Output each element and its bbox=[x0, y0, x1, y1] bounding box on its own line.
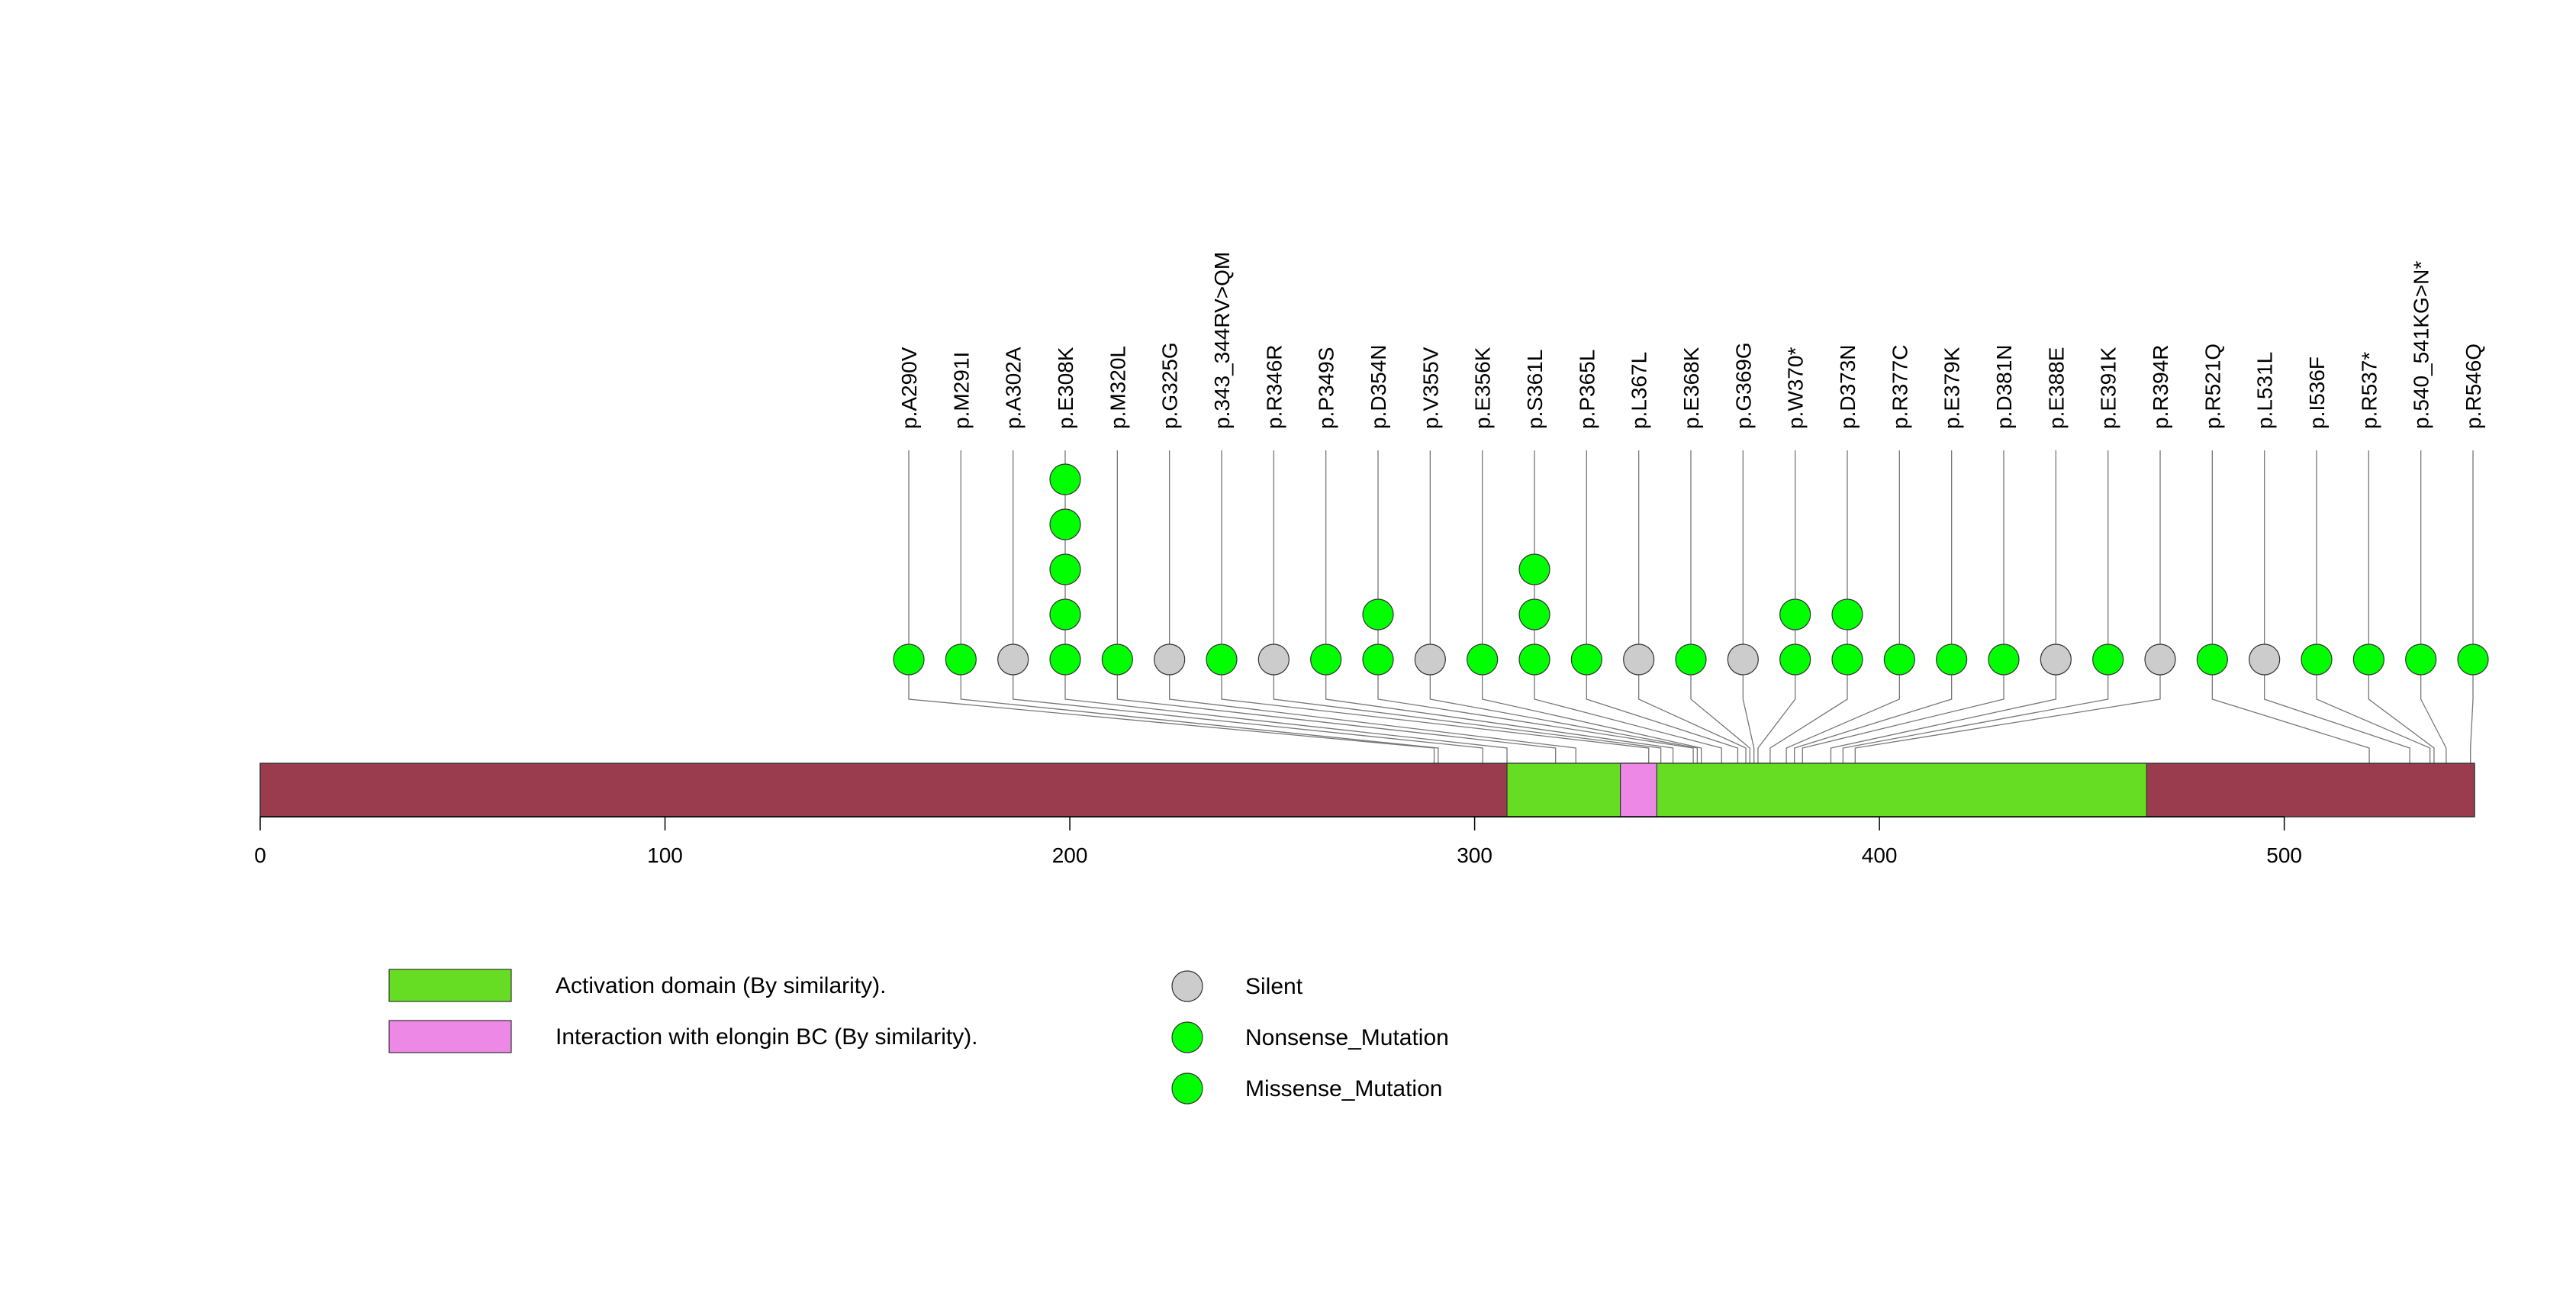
mutation-label-12: p.S361L bbox=[1523, 350, 1547, 429]
mutation-label-7: p.R346R bbox=[1262, 344, 1286, 429]
mutation-point-22-0 bbox=[2040, 643, 2072, 676]
mutation-label-15: p.E368K bbox=[1679, 347, 1703, 429]
mutation-point-28-0 bbox=[2352, 643, 2384, 676]
mutation-point-1-0 bbox=[945, 643, 977, 676]
legend-label-elongin-domain: Interaction with elongin BC (By similari… bbox=[555, 1024, 978, 1050]
mutation-point-29-0 bbox=[2405, 643, 2437, 676]
mutation-label-20: p.E379K bbox=[1940, 347, 1964, 429]
mutation-point-10-0 bbox=[1414, 643, 1446, 676]
mutation-point-19-0 bbox=[1883, 643, 1915, 676]
legend-label-activation-domain: Activation domain (By similarity). bbox=[555, 973, 886, 998]
mutation-label-13: p.P365L bbox=[1575, 350, 1599, 429]
mutation-label-14: p.L367L bbox=[1628, 352, 1651, 429]
mutation-point-20-0 bbox=[1936, 643, 1968, 676]
x-tick-label-3: 300 bbox=[1457, 843, 1492, 867]
mutation-label-26: p.L531L bbox=[2253, 352, 2277, 429]
mutation-point-3-1 bbox=[1049, 598, 1081, 630]
legend-swatch-missense bbox=[1171, 1072, 1203, 1105]
mutation-point-6-0 bbox=[1206, 643, 1238, 676]
mutation-point-17-1 bbox=[1779, 598, 1811, 630]
mutation-point-17-0 bbox=[1779, 643, 1811, 676]
mutation-label-5: p.G325G bbox=[1158, 342, 1182, 429]
mutation-label-28: p.R537* bbox=[2357, 352, 2381, 429]
mutation-point-3-2 bbox=[1049, 553, 1081, 585]
mutation-point-11-0 bbox=[1467, 643, 1499, 676]
mutation-label-6: p.343_344RV>QM bbox=[1210, 252, 1234, 429]
mutation-label-17: p.W370* bbox=[1784, 347, 1808, 429]
x-tick-label-5: 500 bbox=[2266, 843, 2302, 867]
x-tick-label-0: 0 bbox=[254, 843, 266, 867]
legend-swatch-elongin-domain bbox=[388, 1020, 512, 1053]
mutation-label-0: p.A290V bbox=[897, 347, 921, 429]
mutation-label-8: p.P349S bbox=[1315, 347, 1338, 429]
legend-swatch-nonsense bbox=[1171, 1021, 1203, 1053]
mutation-label-16: p.G369G bbox=[1731, 342, 1755, 429]
mutation-point-4-0 bbox=[1101, 643, 1133, 676]
mutation-label-11: p.E356K bbox=[1471, 347, 1495, 429]
mutation-point-12-0 bbox=[1518, 643, 1550, 676]
mutation-point-3-3 bbox=[1049, 508, 1081, 540]
x-tick-label-1: 100 bbox=[647, 843, 683, 867]
legend: Activation domain (By similarity). Inter… bbox=[388, 969, 1449, 1105]
mutation-label-10: p.V355V bbox=[1418, 347, 1442, 429]
mutation-point-5-0 bbox=[1154, 643, 1186, 676]
x-tick-label-4: 400 bbox=[1862, 843, 1898, 867]
mutation-labels: p.A290V p.M291I p.A302A p.E308K p.M320L p.G32… bbox=[897, 252, 2485, 429]
mutation-point-12-2 bbox=[1518, 553, 1550, 585]
mutation-label-18: p.D373N bbox=[1836, 344, 1860, 429]
legend-label-nonsense: Nonsense_Mutation bbox=[1245, 1025, 1449, 1050]
mutation-point-7-0 bbox=[1257, 643, 1290, 676]
mutation-point-14-0 bbox=[1623, 643, 1655, 676]
x-axis: 0 100 200 300 400 500 bbox=[254, 816, 2302, 867]
x-tick-label-2: 200 bbox=[1052, 843, 1088, 867]
mutation-label-19: p.R377C bbox=[1888, 344, 1911, 429]
mutation-label-9: p.D354N bbox=[1367, 344, 1390, 429]
domain-1 bbox=[1619, 763, 1657, 818]
mutation-point-23-0 bbox=[2092, 643, 2124, 676]
mutation-point-2-0 bbox=[997, 643, 1029, 676]
mutation-point-13-0 bbox=[1570, 643, 1602, 676]
mutation-label-25: p.R521Q bbox=[2201, 343, 2224, 429]
mutation-point-27-0 bbox=[2301, 643, 2333, 676]
mutation-point-9-0 bbox=[1362, 643, 1394, 676]
legend-label-missense: Missense_Mutation bbox=[1245, 1076, 1442, 1101]
mutation-point-26-0 bbox=[2249, 643, 2281, 676]
mutation-label-3: p.E308K bbox=[1054, 347, 1077, 429]
mutation-circles bbox=[893, 463, 2489, 676]
mutation-point-8-0 bbox=[1310, 643, 1342, 676]
mutation-label-23: p.E391K bbox=[2097, 347, 2120, 429]
legend-swatch-activation-domain bbox=[388, 969, 512, 1002]
mutation-label-2: p.A302A bbox=[1002, 347, 1026, 429]
domain-0 bbox=[1506, 763, 2147, 818]
mutation-point-3-4 bbox=[1049, 463, 1081, 495]
mutation-point-15-0 bbox=[1675, 643, 1707, 676]
mutation-label-27: p.I536F bbox=[2305, 356, 2329, 429]
mutation-label-4: p.M320L bbox=[1106, 346, 1129, 429]
mutation-point-9-1 bbox=[1362, 598, 1394, 630]
mutation-stems bbox=[908, 450, 2474, 817]
protein-track bbox=[259, 763, 2475, 818]
legend-label-silent: Silent bbox=[1245, 974, 1303, 999]
mutation-point-16-0 bbox=[1727, 643, 1759, 676]
mutation-point-18-1 bbox=[1831, 598, 1863, 630]
mutation-label-21: p.D381N bbox=[1992, 344, 2016, 429]
mutation-label-24: p.R394R bbox=[2149, 344, 2172, 429]
mutation-label-1: p.M291I bbox=[949, 352, 973, 429]
mutation-point-18-0 bbox=[1831, 643, 1863, 676]
mutation-point-12-1 bbox=[1518, 598, 1550, 630]
mutation-point-30-0 bbox=[2457, 643, 2489, 676]
mutation-point-24-0 bbox=[2144, 643, 2176, 676]
mutation-point-3-0 bbox=[1049, 643, 1081, 676]
mutation-point-0-0 bbox=[893, 643, 925, 676]
legend-swatch-silent bbox=[1171, 970, 1203, 1002]
mutation-label-29: p.540_541KG>N* bbox=[2410, 261, 2433, 429]
mutation-label-30: p.R546Q bbox=[2462, 343, 2485, 429]
mutation-label-22: p.E388E bbox=[2044, 347, 2068, 429]
mutation-point-21-0 bbox=[1988, 643, 2020, 676]
mutation-point-25-0 bbox=[2196, 643, 2228, 676]
